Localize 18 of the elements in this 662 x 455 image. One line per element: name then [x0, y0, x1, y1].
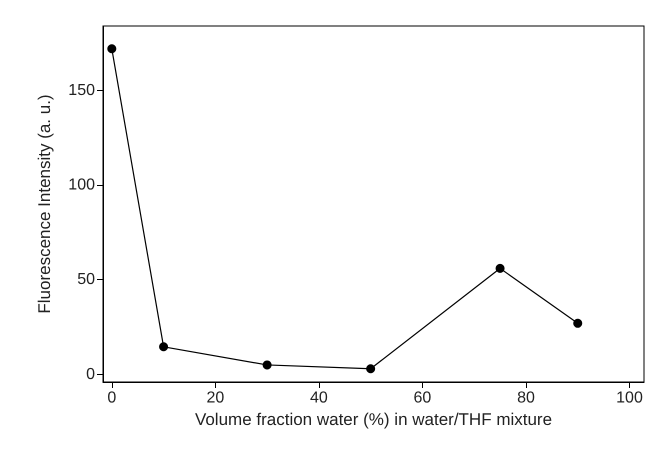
x-tick-label: 100	[616, 390, 643, 406]
point	[496, 264, 505, 273]
x-axis-title: Volume fraction water (%) in water/THF mixture	[194, 410, 552, 429]
x-tick-label: 40	[310, 390, 328, 406]
point	[573, 318, 582, 328]
point	[366, 364, 376, 374]
x-tick-label: 60	[414, 390, 432, 406]
x-tick-label: 80	[517, 390, 535, 406]
y-axis-title: Fluorescence Intensity (a. u.)	[35, 94, 54, 314]
y-tick-label: 50	[77, 271, 96, 288]
point	[159, 342, 168, 352]
x-tick-label: 20	[206, 390, 224, 406]
y-tick-label: 100	[68, 176, 96, 194]
y-tick-label: 0	[86, 366, 96, 383]
point	[262, 360, 272, 370]
x-tick-label: 0	[107, 390, 116, 406]
point	[107, 44, 116, 54]
y-tick-label: 150	[68, 82, 96, 99]
